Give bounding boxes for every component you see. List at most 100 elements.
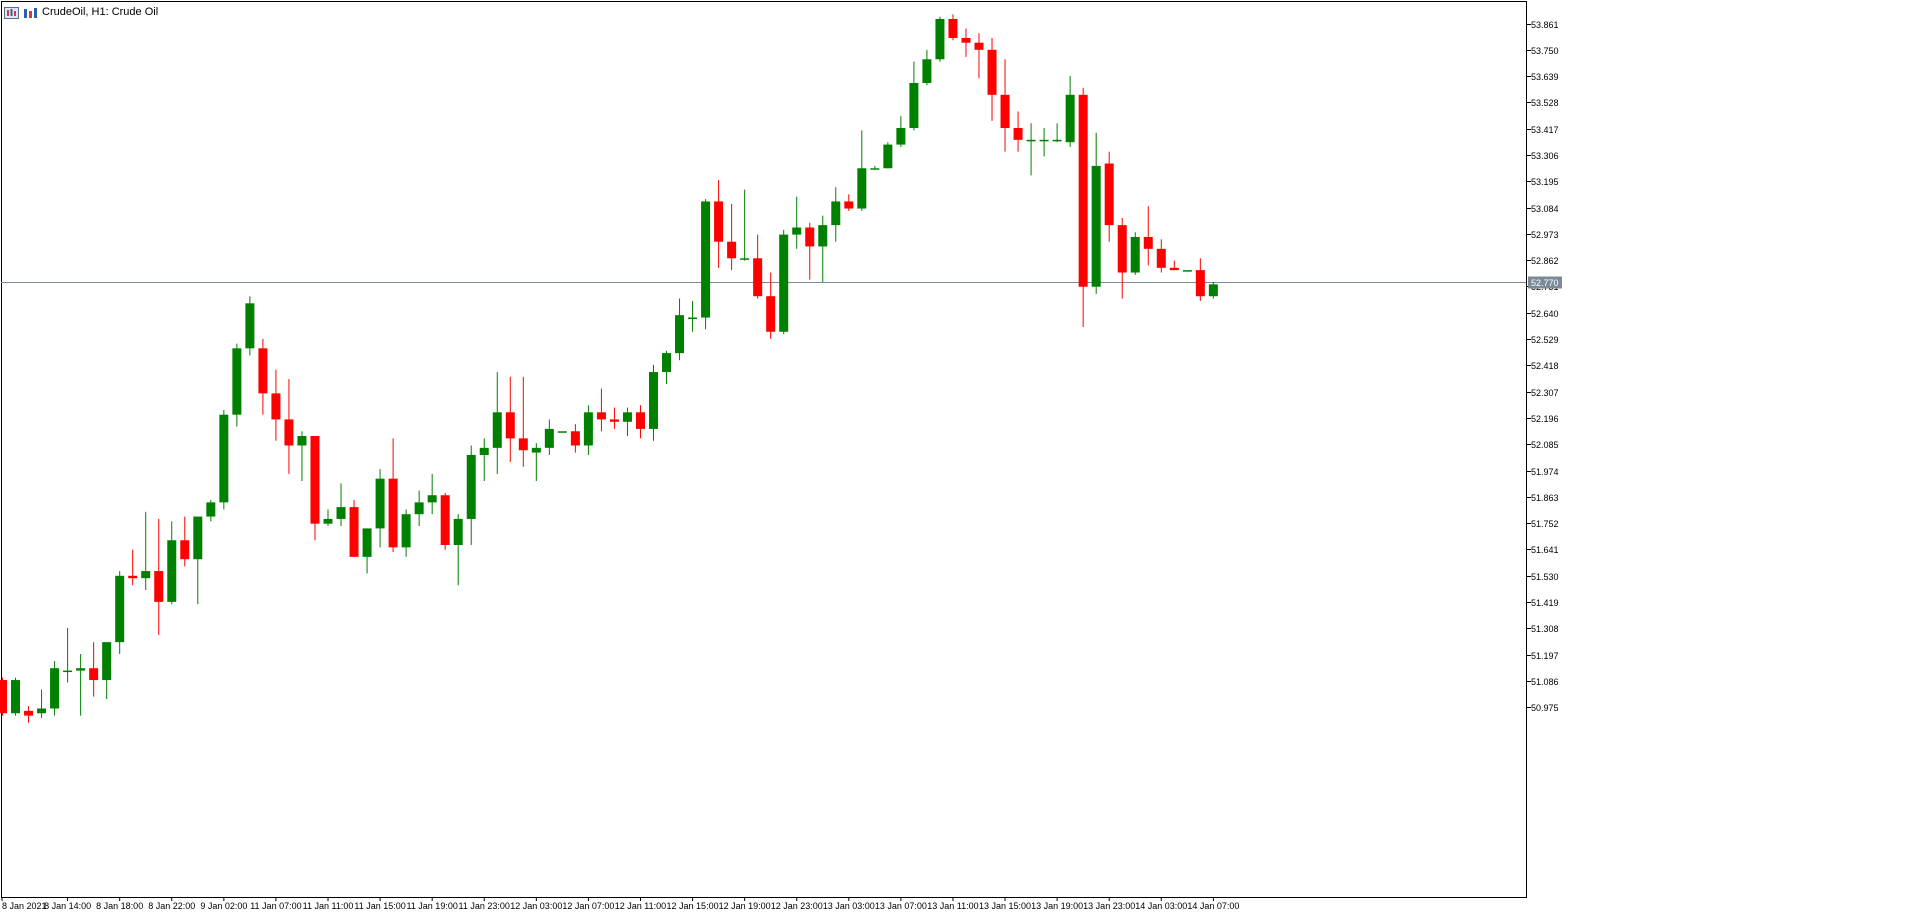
candle-body-bull[interactable] xyxy=(557,431,567,433)
candle-body-bull[interactable] xyxy=(1130,236,1140,273)
candle-body-bear[interactable] xyxy=(128,575,138,579)
candle-body-bull[interactable] xyxy=(232,348,242,415)
candle-body-bear[interactable] xyxy=(505,412,515,439)
candle-body-bear[interactable] xyxy=(961,37,971,43)
candle-body-bear[interactable] xyxy=(805,227,815,247)
candle-body-bear[interactable] xyxy=(570,431,580,446)
candle-body-bull[interactable] xyxy=(909,82,919,128)
candle-body-bull[interactable] xyxy=(115,575,125,643)
candle-body-bear[interactable] xyxy=(271,393,281,420)
candle-body-bull[interactable] xyxy=(492,412,502,448)
candle-body-bear[interactable] xyxy=(284,419,294,446)
candle-body-bear[interactable] xyxy=(349,507,359,557)
candle-body-bull[interactable] xyxy=(336,507,346,519)
candle-body-bull[interactable] xyxy=(1091,165,1101,287)
candle-body-bull[interactable] xyxy=(779,234,789,332)
y-tick-label: 51.197 xyxy=(1531,651,1559,661)
candle-body-bull[interactable] xyxy=(1065,94,1075,143)
candle-body-bear[interactable] xyxy=(310,436,320,524)
candle-body-bull[interactable] xyxy=(583,412,593,446)
candle-body-bull[interactable] xyxy=(1026,139,1036,142)
candle-body-bull[interactable] xyxy=(102,642,112,681)
candle-body-bull[interactable] xyxy=(141,571,151,579)
candle-body-bull[interactable] xyxy=(922,59,932,83)
candle-body-bull[interactable] xyxy=(297,436,307,446)
candle-body-bull[interactable] xyxy=(50,668,60,709)
candle-body-bull[interactable] xyxy=(531,447,541,453)
candle-body-bull[interactable] xyxy=(401,514,411,548)
candle-body-bull[interactable] xyxy=(453,518,463,545)
candle-body-bull[interactable] xyxy=(818,225,828,247)
candle-body-bear[interactable] xyxy=(974,42,984,50)
x-tick-label: 8 Jan 18:00 xyxy=(96,901,143,911)
candle-body-bull[interactable] xyxy=(466,454,476,519)
candle-body-bull[interactable] xyxy=(37,708,47,714)
candle-body-bear[interactable] xyxy=(440,495,450,545)
candle-body-bear[interactable] xyxy=(753,258,763,297)
candle-body-bull[interactable] xyxy=(870,168,880,170)
candle-body-bull[interactable] xyxy=(688,317,698,320)
candle-body-bear[interactable] xyxy=(0,680,7,714)
candle-body-bear[interactable] xyxy=(1013,127,1023,140)
window-icon[interactable] xyxy=(4,6,19,19)
candle-body-bull[interactable] xyxy=(245,303,255,349)
candle-body-bear[interactable] xyxy=(727,241,737,259)
candle-body-bear[interactable] xyxy=(1143,236,1153,249)
candle-body-bear[interactable] xyxy=(844,201,854,209)
candle-body-bear[interactable] xyxy=(89,668,99,681)
candle-body-bull[interactable] xyxy=(622,412,632,422)
candle-body-bull[interactable] xyxy=(1182,270,1192,272)
candle-body-bear[interactable] xyxy=(1156,248,1166,268)
candle-body-bull[interactable] xyxy=(167,540,177,602)
candle-body-bull[interactable] xyxy=(76,668,86,671)
candle-body-bull[interactable] xyxy=(375,478,385,529)
candle-body-bull[interactable] xyxy=(362,528,372,557)
candle-body-bull[interactable] xyxy=(701,201,711,318)
candle-body-bear[interactable] xyxy=(154,571,164,602)
candle-body-bear[interactable] xyxy=(714,201,724,242)
candle-body-bear[interactable] xyxy=(258,348,268,394)
candle-body-bull[interactable] xyxy=(414,502,424,515)
candle-body-bull[interactable] xyxy=(662,353,672,373)
candle-body-bull[interactable] xyxy=(896,127,906,145)
candle-body-bear[interactable] xyxy=(766,296,776,332)
candle-body-bull[interactable] xyxy=(544,428,554,448)
candle-body-bear[interactable] xyxy=(180,540,190,560)
candle-body-bull[interactable] xyxy=(427,495,437,503)
candle-body-bear[interactable] xyxy=(1104,163,1114,226)
candle-body-bull[interactable] xyxy=(63,670,73,673)
candle-body-bear[interactable] xyxy=(948,18,958,38)
candle-body-bull[interactable] xyxy=(323,518,333,524)
candle-body-bear[interactable] xyxy=(24,710,34,716)
candle-body-bull[interactable] xyxy=(792,227,802,235)
candle-body-bull[interactable] xyxy=(649,372,658,429)
candle-body-bull[interactable] xyxy=(857,168,867,209)
candle-body-bull[interactable] xyxy=(740,258,750,260)
candle-body-bear[interactable] xyxy=(596,412,606,420)
candle-body-bull[interactable] xyxy=(1052,139,1062,142)
candle-body-bear[interactable] xyxy=(1078,94,1088,287)
candle-body-bull[interactable] xyxy=(675,315,685,354)
candle-body-bull[interactable] xyxy=(1039,139,1049,142)
candle-body-bear[interactable] xyxy=(1117,225,1127,273)
candle-body-bear[interactable] xyxy=(635,412,645,429)
candle-body-bear[interactable] xyxy=(1000,94,1010,128)
candle-body-bull[interactable] xyxy=(219,414,229,503)
candle-body-bull[interactable] xyxy=(1208,284,1218,297)
candle-body-bear[interactable] xyxy=(1195,270,1205,297)
candle-body-bull[interactable] xyxy=(883,144,893,169)
candle-body-bull[interactable] xyxy=(935,18,945,60)
candle-body-bull[interactable] xyxy=(479,447,489,455)
candle-body-bear[interactable] xyxy=(987,49,997,95)
candle-body-bear[interactable] xyxy=(609,419,619,422)
candle-body-bull[interactable] xyxy=(831,201,841,226)
candle-body-bear[interactable] xyxy=(388,478,398,548)
candle-body-bear[interactable] xyxy=(1169,267,1179,271)
bar-chart-icon[interactable] xyxy=(23,6,38,18)
candle-body-bull[interactable] xyxy=(193,516,203,560)
candle-body-bear[interactable] xyxy=(518,438,528,451)
candle-body-bull[interactable] xyxy=(206,502,216,517)
candle-body-bull[interactable] xyxy=(11,680,21,714)
